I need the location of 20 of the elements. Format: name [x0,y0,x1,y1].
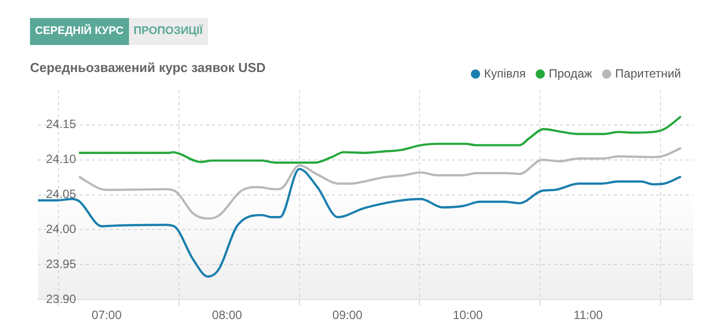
y-tick-label: 24.15 [46,117,76,132]
x-tick-label: 10:00 [452,308,484,322]
text: ПРОПОЗИЦІЇ [128,18,208,45]
y-tick-label: 24.00 [46,222,76,236]
line-series [78,115,682,164]
legend-label: Продаж [548,66,592,80]
x-tick-label: 08:00 [212,308,242,322]
line-series [78,146,682,220]
y-tick-label: 23.90 [46,292,76,306]
text: СЕРЕДНІЙ КУРС [30,18,129,45]
y-tick-label: 24.05 [46,187,76,202]
x-tick-label: 11:00 [574,308,604,322]
chart-title: Середньозважений курс заявок USD [30,60,266,75]
y-tick-label: 24.10 [46,152,76,166]
x-tick-label: 07:00 [92,308,122,322]
legend-label: Паритетний [615,66,681,80]
line-series [38,168,682,278]
legend-label: Купівля [484,66,526,80]
y-tick-label: 23.95 [46,256,76,271]
x-tick-label: 09:00 [332,308,363,322]
